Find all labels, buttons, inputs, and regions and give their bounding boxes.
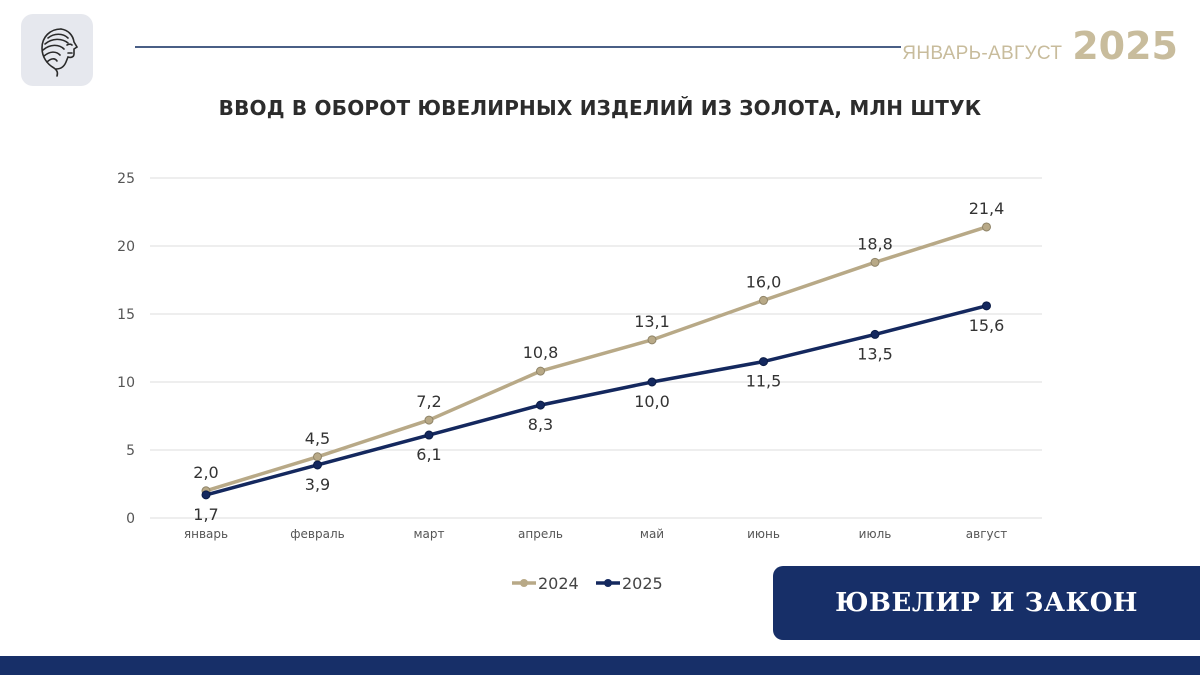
data-point xyxy=(201,490,211,500)
data-label: 18,8 xyxy=(857,234,893,253)
footer-band xyxy=(0,656,1200,675)
y-tick-label: 25 xyxy=(117,171,135,187)
data-label: 4,5 xyxy=(305,429,330,448)
data-point xyxy=(536,366,545,376)
legend-label: 2025 xyxy=(622,574,663,593)
data-point xyxy=(313,460,322,470)
logo xyxy=(21,14,93,86)
data-label: 10,8 xyxy=(523,343,559,362)
data-point xyxy=(424,415,434,425)
data-label: 11,5 xyxy=(746,372,782,391)
data-point xyxy=(982,301,991,311)
data-label: 6,1 xyxy=(416,445,441,464)
y-tick-label: 5 xyxy=(126,443,135,459)
chart-title: ВВОД В ОБОРОТ ЮВЕЛИРНЫХ ИЗДЕЛИЙ ИЗ ЗОЛОТ… xyxy=(218,96,982,120)
y-tick-label: 10 xyxy=(117,375,135,391)
data-point xyxy=(647,377,657,387)
y-tick-label: 0 xyxy=(126,511,135,527)
data-label: 13,5 xyxy=(857,344,893,363)
x-tick-label: август xyxy=(966,527,1007,541)
data-label: 16,0 xyxy=(746,272,782,291)
legend-label: 2024 xyxy=(538,574,579,593)
legend-marker xyxy=(604,579,612,587)
data-point xyxy=(536,400,545,410)
legend-marker xyxy=(520,579,528,587)
x-tick-label: май xyxy=(640,527,664,541)
data-label: 13,1 xyxy=(634,312,670,331)
x-tick-label: январь xyxy=(184,527,228,541)
x-tick-label: март xyxy=(413,527,444,541)
data-point xyxy=(870,257,880,267)
period-year: 2025 xyxy=(1072,24,1178,68)
y-tick-label: 15 xyxy=(117,307,135,323)
data-point xyxy=(313,452,322,462)
data-point xyxy=(647,335,657,345)
x-tick-label: апрель xyxy=(518,527,563,541)
data-point xyxy=(759,357,768,367)
data-label: 7,2 xyxy=(416,392,441,411)
data-point xyxy=(870,329,880,339)
x-tick-label: февраль xyxy=(290,527,344,541)
period: ЯНВАРЬ-АВГУСТ 2025 xyxy=(902,24,1178,68)
header-rule xyxy=(135,46,901,48)
data-label: 3,9 xyxy=(305,475,330,494)
series-line-2025 xyxy=(205,304,987,497)
data-point xyxy=(759,295,768,305)
data-point xyxy=(424,430,434,440)
series-line-2024 xyxy=(205,225,988,493)
brand-banner: ЮВЕЛИР И ЗАКОН xyxy=(773,566,1200,640)
data-point xyxy=(982,222,991,232)
period-label: ЯНВАРЬ-АВГУСТ xyxy=(902,43,1063,64)
woman-profile-icon xyxy=(41,28,79,77)
data-label: 15,6 xyxy=(969,316,1005,335)
x-tick-label: июнь xyxy=(747,527,780,541)
data-label: 8,3 xyxy=(528,415,553,434)
x-tick-label: июль xyxy=(859,527,892,541)
data-label: 21,4 xyxy=(969,199,1005,218)
data-label: 1,7 xyxy=(193,505,218,524)
y-tick-label: 20 xyxy=(117,239,135,255)
data-label: 10,0 xyxy=(634,392,670,411)
data-label: 2,0 xyxy=(193,463,218,482)
brand-text: ЮВЕЛИР И ЗАКОН xyxy=(835,588,1138,618)
